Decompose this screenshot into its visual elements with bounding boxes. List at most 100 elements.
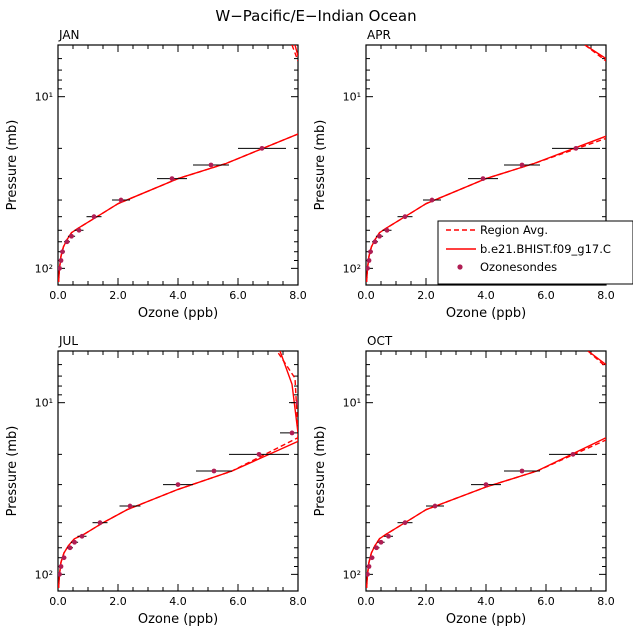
- ozonesonde-point: [58, 265, 62, 271]
- ozonesonde-point: [64, 239, 70, 245]
- x-tick-label: 8.0: [597, 289, 615, 302]
- y-axis-label: Pressure (mb): [5, 426, 20, 517]
- y-tick-label: 10²: [343, 568, 361, 581]
- series-line-model: [584, 45, 606, 60]
- panel-label: OCT: [367, 334, 393, 348]
- y-axis-label: Pressure (mb): [313, 120, 328, 211]
- ozonesonde-point: [519, 468, 525, 474]
- figure-title: W−Pacific/E−Indian Ocean: [215, 7, 416, 25]
- ozonesonde-point: [208, 162, 214, 168]
- x-tick-label: 2.0: [109, 289, 127, 302]
- ozonesonde-point: [570, 451, 576, 457]
- x-tick-label: 2.0: [417, 289, 435, 302]
- y-tick-label: 10²: [35, 262, 53, 275]
- x-tick-label: 2.0: [417, 595, 435, 608]
- ozonesonde-point: [67, 545, 73, 551]
- x-tick-label: 4.0: [169, 595, 187, 608]
- panel-jan: JAN 0.0 2.0 4.0 6.0 8.0 10¹ 10² Ozone (ppb) Press…: [5, 28, 307, 321]
- ozonesonde-point: [175, 482, 181, 487]
- x-tick-label: 0.0: [357, 595, 375, 608]
- x-axis-label: Ozone (ppb): [446, 612, 526, 627]
- ozonesonde-point: [72, 539, 77, 545]
- panel-frame: [365, 350, 607, 592]
- ozonesonde-point: [368, 249, 373, 255]
- x-tick-label: 4.0: [477, 289, 495, 302]
- series-line-region-avg: [58, 351, 298, 589]
- ozonesonde-point: [256, 451, 262, 457]
- plot-area: [366, 351, 606, 589]
- y-tick-label: 10²: [35, 568, 53, 581]
- series-line-model: [58, 133, 298, 283]
- ozonesonde-point: [61, 555, 67, 561]
- panel-jul: JUL 0.0 2.0 4.0 6.0 8.0 10¹ 10² Ozone (ppb) Press…: [5, 334, 307, 627]
- ozonesonde-point: [127, 503, 133, 509]
- x-axis-label: Ozone (ppb): [446, 306, 526, 321]
- series-line-model: [294, 45, 298, 57]
- x-tick-label: 6.0: [537, 289, 555, 302]
- ozonesonde-point: [366, 571, 370, 577]
- panel-label: JUL: [58, 334, 78, 348]
- x-tick-label: 6.0: [229, 289, 247, 302]
- ozonesonde-point: [377, 233, 382, 239]
- ozonesonde-point: [366, 265, 370, 271]
- legend-swatch-marker: [457, 264, 463, 270]
- ozonesonde-point: [259, 145, 265, 151]
- legend-entry: Region Avg.: [480, 223, 548, 237]
- y-axis-label: Pressure (mb): [313, 426, 328, 517]
- x-tick-label: 0.0: [49, 595, 67, 608]
- panel-apr: APR 0.0 2.0 4.0 6.0 8.0 10¹ 10² Ozone (ppb) Press…: [313, 28, 615, 321]
- ozonesonde-point: [58, 564, 64, 569]
- x-tick-label: 8.0: [289, 289, 307, 302]
- x-tick-label: 2.0: [109, 595, 127, 608]
- x-axis-label: Ozone (ppb): [138, 306, 218, 321]
- y-tick-label: 10¹: [35, 91, 53, 104]
- x-tick-label: 6.0: [229, 595, 247, 608]
- legend: Region Avg. b.e21.BHIST.f09_g17.C Ozoneson…: [437, 220, 633, 285]
- series-line-region-avg: [291, 45, 298, 62]
- series-line-model: [587, 351, 606, 366]
- ozonesonde-point: [378, 539, 384, 545]
- legend-box: [437, 220, 633, 285]
- y-tick-label: 10¹: [343, 397, 361, 410]
- ozonesonde-point: [289, 430, 295, 436]
- ozonesonde-point: [374, 545, 379, 551]
- legend-entry: Ozonesondes: [480, 260, 557, 274]
- ozonesonde-point: [519, 162, 525, 168]
- panel-frame: [57, 44, 299, 286]
- ozonesonde-point: [480, 176, 486, 181]
- ozonesonde-point: [366, 258, 372, 263]
- ozonesonde-point: [79, 533, 85, 539]
- panel-oct: OCT 0.0 2.0 4.0 6.0 8.0 10¹ 10² Ozone (ppb) Press…: [313, 334, 615, 627]
- ozonesonde-point: [76, 227, 82, 233]
- plot-area: [58, 351, 298, 589]
- ozonesonde-point: [118, 197, 124, 203]
- plot-area: [366, 45, 606, 283]
- x-tick-label: 8.0: [289, 595, 307, 608]
- ozonesonde-point: [58, 258, 64, 263]
- ozonesonde-point: [432, 503, 438, 509]
- x-tick-label: 6.0: [537, 595, 555, 608]
- x-tick-label: 8.0: [597, 595, 615, 608]
- ozonesonde-point: [402, 214, 408, 220]
- y-tick-label: 10¹: [35, 397, 53, 410]
- ozonesonde-point: [60, 249, 65, 255]
- ozonesonde-point: [573, 145, 579, 151]
- ozonesonde-point: [483, 482, 489, 487]
- y-tick-label: 10¹: [343, 91, 361, 104]
- x-tick-label: 0.0: [49, 289, 67, 302]
- x-tick-label: 4.0: [169, 289, 187, 302]
- ozonesonde-point: [366, 564, 372, 569]
- ozonesonde-point: [402, 520, 408, 526]
- ozonesonde-point: [429, 197, 435, 203]
- series-line-region-avg: [58, 133, 298, 283]
- y-axis-label: Pressure (mb): [5, 120, 20, 211]
- ozonesonde-point: [384, 227, 390, 233]
- ozonesonde-point: [211, 468, 217, 474]
- ozonesonde-point: [91, 214, 97, 220]
- x-tick-label: 0.0: [357, 289, 375, 302]
- y-tick-label: 10²: [343, 262, 361, 275]
- x-axis-label: Ozone (ppb): [138, 612, 218, 627]
- series-line-region-avg: [366, 439, 606, 589]
- ozonesonde-point: [58, 571, 62, 577]
